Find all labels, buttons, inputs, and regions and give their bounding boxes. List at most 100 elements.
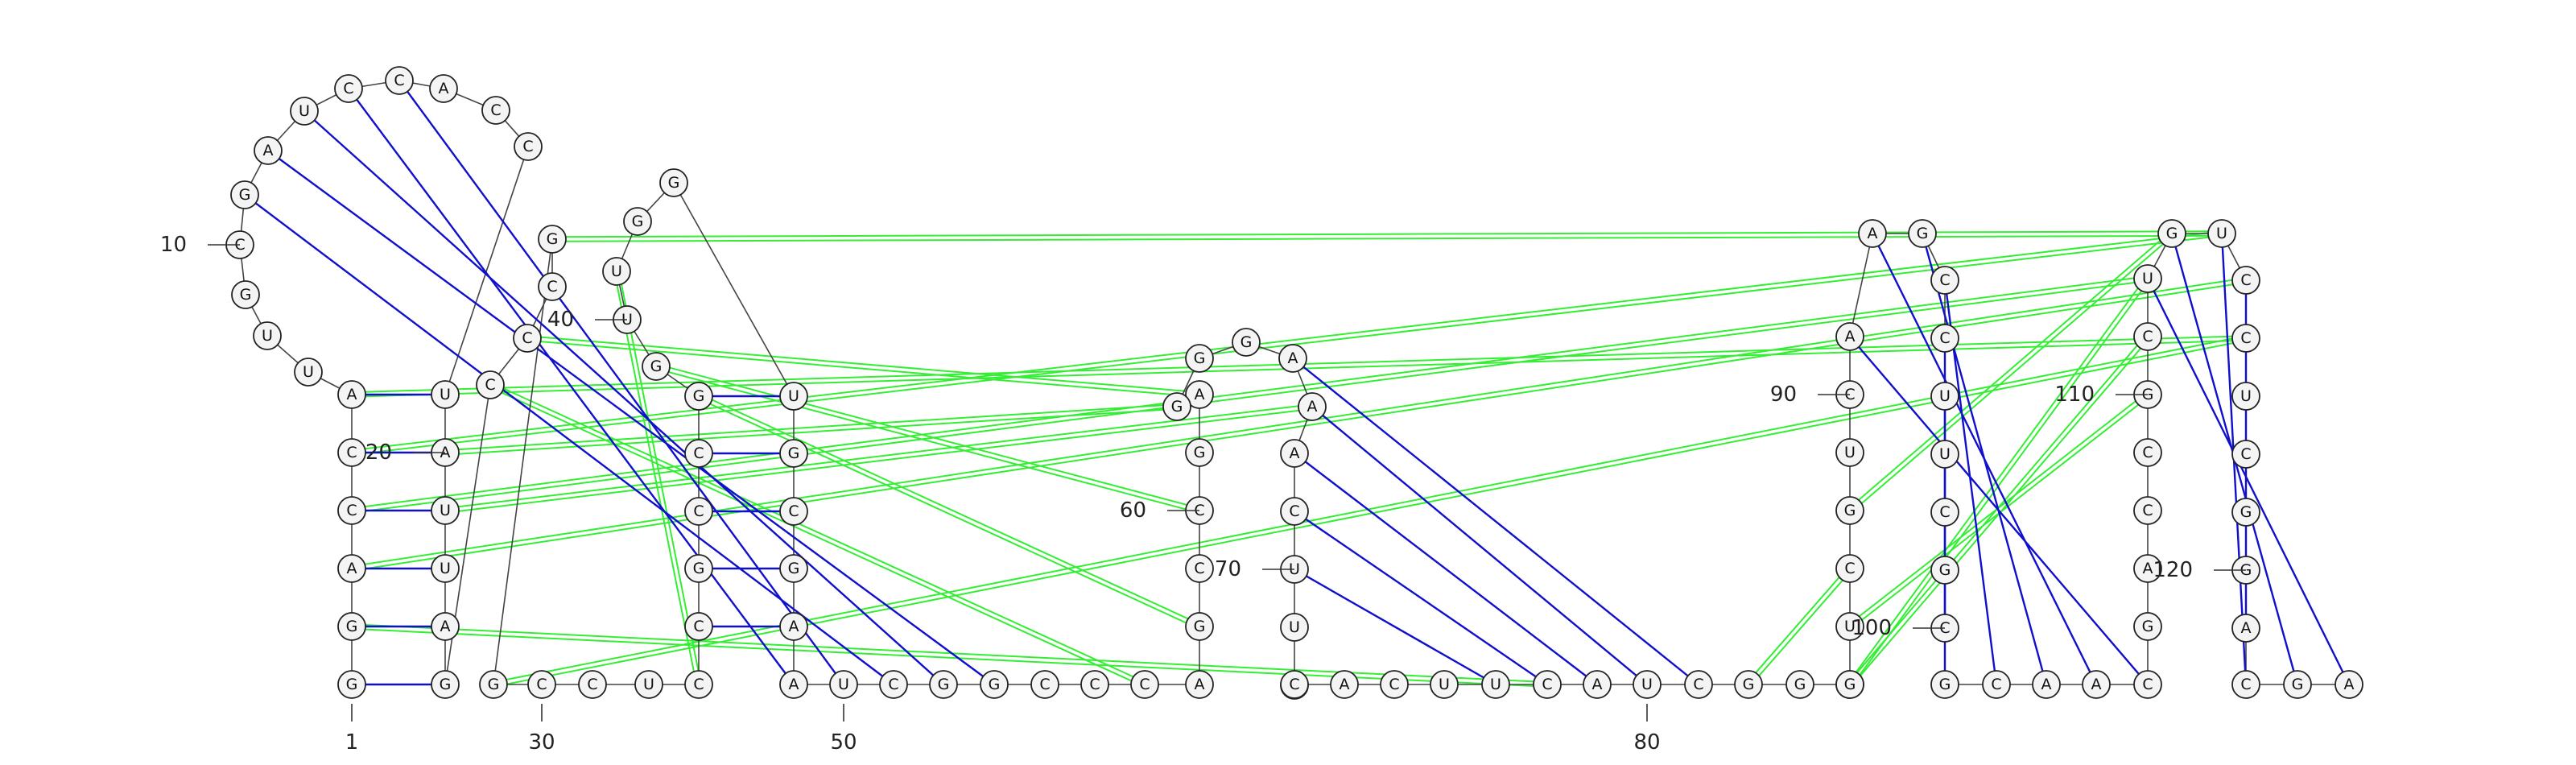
nucleotide: C [2133, 438, 2162, 467]
nucleotide-letter: G [1194, 618, 1206, 635]
nucleotide: C [1982, 670, 2011, 699]
nucleotide-letter: G [1794, 676, 1806, 693]
nucleotide-circle [1633, 670, 1662, 699]
nucleotide: C [1380, 670, 1409, 699]
nucleotide-circle [514, 132, 543, 161]
nucleotide-circle [1280, 497, 1309, 526]
nucleotide: C [514, 132, 543, 161]
pseudoknot-base-pair [267, 150, 995, 685]
nucleotide-letter: A [2091, 676, 2102, 693]
tertiary-interaction-line [445, 407, 1178, 456]
nucleotide-letter: A [1868, 225, 1878, 242]
nucleotide-circle [2334, 670, 2363, 699]
nucleotide-letter: U [643, 676, 654, 693]
nucleotide-letter: G [488, 676, 500, 693]
nucleotide-circle [1858, 219, 1887, 248]
nucleotide-letter: C [1693, 676, 1703, 693]
nucleotide: A [429, 74, 458, 103]
nucleotide: C [1030, 670, 1059, 699]
nucleotide-letter: G [693, 560, 705, 577]
nucleotide-circle [1481, 670, 1510, 699]
nucleotide: G [337, 612, 366, 641]
position-number: 20 [365, 440, 392, 465]
nucleotide: C [2231, 440, 2260, 469]
nucleotide: A [2032, 670, 2061, 699]
nucleotide: G [2231, 498, 2260, 527]
nucleotide-letter: A [2041, 676, 2052, 693]
nucleotide-circle [513, 324, 542, 353]
nucleotide-letter: G [547, 230, 559, 248]
nucleotide: A [254, 136, 283, 165]
nucleotide-letter: G [2166, 225, 2178, 242]
nucleotide: C [684, 497, 713, 526]
nucleotide-circle [1835, 554, 1864, 583]
nucleotide: A [431, 612, 460, 641]
position-number: 80 [1633, 730, 1660, 755]
nucleotide: A [2133, 554, 2162, 583]
nucleotide-circle [684, 554, 713, 583]
nucleotide: G [479, 670, 508, 699]
nucleotide: A [1280, 439, 1309, 468]
nucleotide-circle [1930, 382, 1959, 411]
nucleotide-circle [1734, 670, 1763, 699]
tertiary-interaction-line [490, 382, 1146, 684]
nucleotide-circle [1908, 219, 1937, 248]
nucleotide-letter: G [668, 174, 680, 192]
nucleotide-letter: U [2142, 270, 2153, 287]
nucleotide-letter: A [347, 386, 357, 403]
tertiary-interaction-line [445, 407, 1313, 514]
nucleotide-letter: A [2143, 560, 2153, 577]
nucleotide-circle [1785, 670, 1814, 699]
nucleotide: U [1481, 670, 1510, 699]
canonical-base-pair [1294, 453, 1598, 685]
tertiary-interaction-line [351, 230, 2222, 452]
nucleotide-circle [634, 670, 663, 699]
nucleotide: U [253, 321, 282, 350]
nucleotide-circle [431, 554, 460, 583]
nucleotide: C [1185, 554, 1214, 583]
nucleotide-letter: C [343, 80, 353, 97]
tertiary-interaction-line [1749, 569, 1852, 687]
nucleotide-circle [527, 670, 556, 699]
nucleotide: G [1785, 670, 1814, 699]
nucleotide-circle [337, 612, 366, 641]
nucleotide-circle [538, 225, 567, 254]
nucleotide: G [1835, 670, 1864, 699]
nucleotide: A [1858, 219, 1887, 248]
backbone-segment [673, 182, 795, 397]
nucleotide: G [1185, 612, 1214, 641]
nucleotide-circle [684, 612, 713, 641]
nucleotide-circle [623, 207, 652, 236]
nucleotide: C [476, 370, 505, 399]
nucleotide-circle [1930, 440, 1959, 469]
nucleotide-letter: C [485, 376, 495, 394]
nucleotide: A [1185, 380, 1214, 409]
nucleotide-letter: G [1939, 676, 1951, 693]
nucleotide-circle [1030, 670, 1059, 699]
nucleotide-circle [1280, 439, 1309, 468]
nucleotide: C [1280, 497, 1309, 526]
tertiary-interaction-line [526, 339, 1199, 398]
nucleotide-letter: G [239, 186, 251, 204]
tertiary-interaction-line [351, 275, 2148, 510]
nucleotide-letter: U [303, 363, 314, 381]
position-number: 120 [2153, 558, 2193, 582]
nucleotide-circle [1380, 670, 1409, 699]
nucleotide-letter: C [693, 618, 704, 635]
nucleotide-circle [1835, 322, 1864, 351]
nucleotide-circle [2133, 554, 2162, 583]
nucleotide-circle [684, 670, 713, 699]
nucleotide: G [2133, 612, 2162, 641]
nucleotide-circle [1330, 670, 1359, 699]
nucleotide: A [779, 670, 808, 699]
canonical-base-pair [1311, 406, 1648, 685]
nucleotide-circle [476, 370, 505, 399]
nucleotide-circle [1930, 498, 1959, 527]
nucleotide-letter: C [536, 676, 547, 693]
nucleotide-letter: C [587, 676, 597, 693]
nucleotide-letter: C [2240, 329, 2251, 347]
nucleotide-letter: C [693, 676, 704, 693]
nucleotide-letter: C [1542, 676, 1552, 693]
nucleotide-circle [231, 280, 260, 309]
nucleotide: G [642, 352, 671, 381]
